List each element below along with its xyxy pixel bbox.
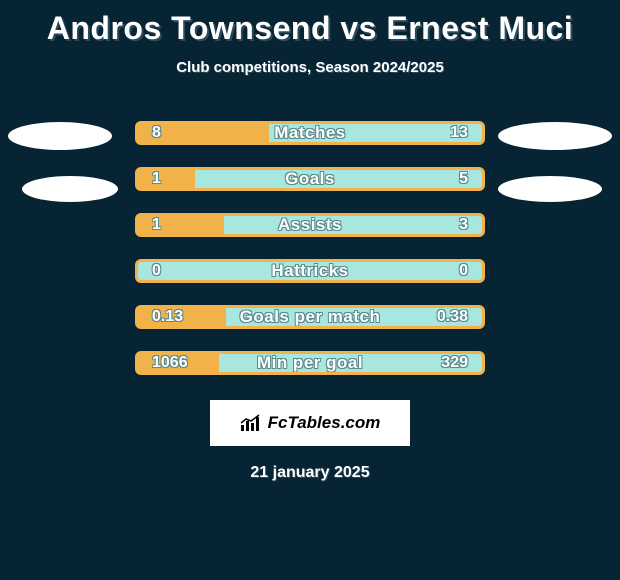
stat-value-left: 0.13 xyxy=(152,308,183,326)
date-text: 21 january 2025 xyxy=(0,464,620,482)
stat-value-left: 1066 xyxy=(152,354,188,372)
stat-value-right: 0.38 xyxy=(437,308,468,326)
player-photo-placeholder xyxy=(498,176,602,202)
stat-value-left: 0 xyxy=(152,262,161,280)
player-photo-placeholder xyxy=(498,122,612,150)
bar-track: Hattricks 0 0 xyxy=(135,259,485,283)
bar-track: Assists 1 3 xyxy=(135,213,485,237)
bar-right xyxy=(224,216,482,234)
bar-track: Goals 1 5 xyxy=(135,167,485,191)
bar-right xyxy=(195,170,482,188)
stat-label: Matches xyxy=(274,123,346,143)
stat-row: Assists 1 3 xyxy=(0,202,620,248)
stat-value-right: 13 xyxy=(450,124,468,142)
player-photo-placeholder xyxy=(8,122,112,150)
player-photo-placeholder xyxy=(22,176,118,202)
comparison-chart: Matches813Goals15Assists13Hattricks00Goa… xyxy=(0,110,620,386)
stat-label: Goals per match xyxy=(240,307,381,327)
watermark-text: FcTables.com xyxy=(268,413,381,433)
watermark: FcTables.com xyxy=(210,400,410,446)
stat-value-right: 329 xyxy=(441,354,468,372)
stat-value-left: 1 xyxy=(152,170,161,188)
stat-row: Goals per match 0.13 0.38 xyxy=(0,294,620,340)
stat-label: Min per goal xyxy=(257,353,363,373)
bar-track: Min per goal 1066 329 xyxy=(135,351,485,375)
stat-label: Goals xyxy=(285,169,335,189)
stat-value-right: 5 xyxy=(459,170,468,188)
stat-row: Hattricks 0 0 xyxy=(0,248,620,294)
bar-left xyxy=(138,216,224,234)
stat-value-left: 1 xyxy=(152,216,161,234)
stat-value-right: 3 xyxy=(459,216,468,234)
subtitle: Club competitions, Season 2024/2025 xyxy=(0,59,620,76)
bar-track: Matches 8 13 xyxy=(135,121,485,145)
stat-label: Assists xyxy=(278,215,342,235)
stat-value-left: 8 xyxy=(152,124,161,142)
page-title: Andros Townsend vs Ernest Muci xyxy=(0,0,620,47)
bar-left xyxy=(138,170,195,188)
chart-icon xyxy=(240,414,262,432)
bar-track: Goals per match 0.13 0.38 xyxy=(135,305,485,329)
stat-row: Min per goal 1066 329 xyxy=(0,340,620,386)
stat-label: Hattricks xyxy=(271,261,348,281)
stat-value-right: 0 xyxy=(459,262,468,280)
